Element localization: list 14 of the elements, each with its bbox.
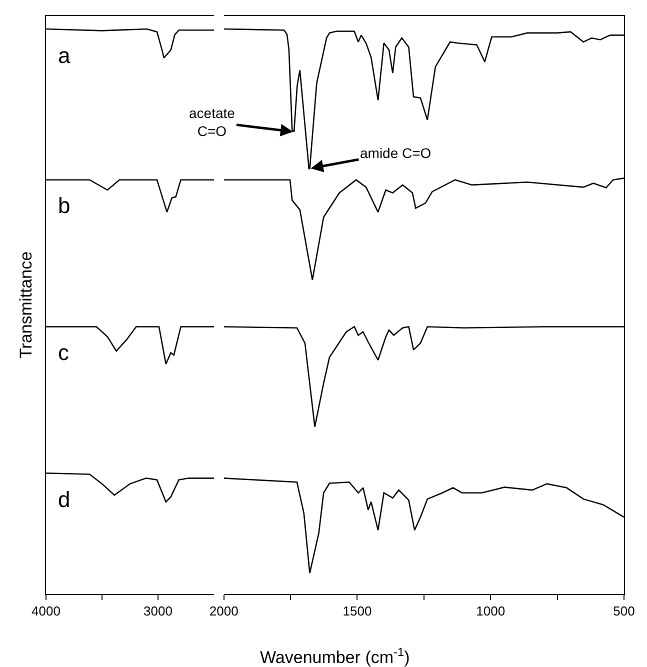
x-tick-label: 3000	[144, 604, 172, 619]
x-tick-label: 1500	[342, 604, 372, 619]
x-tick-label: 2000	[209, 604, 238, 619]
series-label: a	[58, 43, 71, 68]
x-axis-title: Wavenumber (cm$^{-1}$)	[260, 645, 410, 667]
series-label: b	[58, 193, 70, 218]
series-label: c	[58, 340, 69, 365]
annotation: amide C=O	[360, 145, 432, 161]
x-tick-label: 1000	[476, 604, 506, 619]
x-tick-label: 500	[613, 604, 635, 619]
series-label: d	[58, 487, 70, 512]
y-axis-title: Transmittance	[16, 251, 36, 359]
x-tick-label: 4000	[32, 604, 60, 619]
annotation: acetate C=O	[189, 105, 236, 140]
